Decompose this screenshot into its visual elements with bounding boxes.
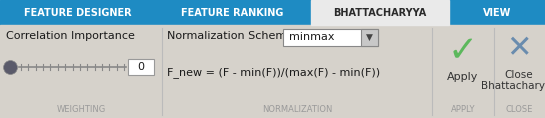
- Text: 0: 0: [137, 62, 144, 72]
- Bar: [0, 25, 545, 118]
- Text: Bhattacharyya: Bhattacharyya: [481, 81, 545, 91]
- Text: ✕: ✕: [506, 34, 532, 63]
- Text: Close: Close: [505, 70, 534, 80]
- Bar: [361, 29, 378, 46]
- Text: WEIGHTING: WEIGHTING: [56, 105, 106, 114]
- Text: CLOSE: CLOSE: [505, 105, 532, 114]
- Text: APPLY: APPLY: [451, 105, 475, 114]
- Text: minmax: minmax: [289, 32, 335, 42]
- Text: F_new = (F - min(F))/(max(F) - min(F)): F_new = (F - min(F))/(max(F) - min(F)): [167, 67, 380, 78]
- Text: Apply: Apply: [447, 72, 479, 82]
- Bar: [0, 0, 545, 25]
- Text: VIEW: VIEW: [483, 8, 512, 17]
- Text: ✓: ✓: [448, 34, 478, 68]
- Bar: [128, 59, 154, 75]
- Text: NORMALIZATION: NORMALIZATION: [262, 105, 332, 114]
- Text: BHATTACHARYYA: BHATTACHARYYA: [334, 8, 427, 17]
- Text: Normalization Scheme: Normalization Scheme: [167, 31, 293, 41]
- Bar: [311, 0, 449, 25]
- Text: Correlation Importance: Correlation Importance: [6, 31, 135, 41]
- Text: FEATURE RANKING: FEATURE RANKING: [181, 8, 284, 17]
- Bar: [283, 29, 378, 46]
- Text: ▼: ▼: [366, 33, 373, 42]
- Text: FEATURE DESIGNER: FEATURE DESIGNER: [23, 8, 131, 17]
